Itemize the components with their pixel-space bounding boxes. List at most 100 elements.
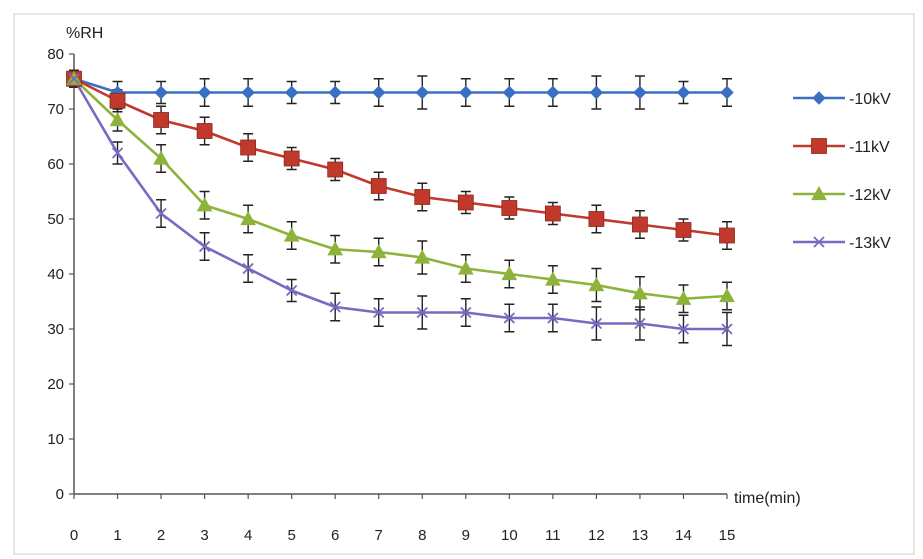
legend-marker <box>811 185 827 201</box>
data-point <box>457 194 474 211</box>
data-point <box>588 211 605 227</box>
x-tick-label: 1 <box>113 527 121 544</box>
data-point <box>634 317 646 330</box>
data-point <box>68 73 80 85</box>
data-point <box>719 287 735 303</box>
data-point <box>544 205 561 222</box>
x-tick-label: 10 <box>501 527 518 544</box>
data-point <box>677 323 690 335</box>
x-tick-label: 9 <box>462 527 470 544</box>
legend-marker <box>811 138 827 154</box>
data-point <box>197 85 212 100</box>
data-point <box>414 249 431 264</box>
legend: -10kV -11kV -12kV -13kV <box>793 91 891 252</box>
legend-label: -13kV <box>849 235 891 252</box>
data-point <box>589 85 604 100</box>
data-point <box>370 243 387 259</box>
x-axis-label: time(min) <box>734 490 801 507</box>
x-tick-label: 4 <box>244 527 252 544</box>
data-point <box>720 85 734 100</box>
data-point <box>240 139 257 156</box>
series-line-11kV <box>73 77 728 237</box>
data-point <box>415 85 429 100</box>
y-tick-label: 70 <box>47 101 64 118</box>
data-point <box>590 317 603 330</box>
data-point <box>327 241 344 256</box>
x-tick-label: 6 <box>331 527 339 544</box>
data-point <box>373 306 385 319</box>
x-tick-label: 7 <box>375 527 383 544</box>
x-tick-label: 8 <box>418 527 426 544</box>
data-point <box>286 284 298 297</box>
series-line-13kV <box>72 78 727 331</box>
x-tick-label: 15 <box>719 527 736 544</box>
data-point <box>241 85 255 100</box>
y-tick-label: 20 <box>47 376 64 393</box>
data-point <box>240 210 256 226</box>
data-point <box>196 197 213 212</box>
data-point <box>414 189 431 205</box>
legend-entry: -11kV <box>793 138 890 156</box>
x-tick-label: 12 <box>588 527 605 544</box>
data-point <box>503 312 515 324</box>
data-point <box>196 123 213 139</box>
data-point <box>545 271 561 286</box>
y-tick-label: 30 <box>47 321 64 338</box>
data-point <box>109 92 126 109</box>
data-point <box>154 85 168 100</box>
data-point <box>546 85 560 100</box>
y-tick-label: 80 <box>47 46 64 63</box>
legend-label: -12kV <box>849 187 891 204</box>
data-point <box>329 301 341 313</box>
data-point <box>459 85 473 100</box>
data-point <box>588 276 605 292</box>
x-tick-label: 2 <box>157 527 165 544</box>
data-point <box>153 150 169 165</box>
data-point <box>675 222 692 238</box>
series-lines <box>72 77 728 331</box>
y-tick-label: 50 <box>47 211 64 228</box>
x-tick-label: 0 <box>70 527 78 544</box>
series-line-10kV <box>73 77 727 94</box>
data-point <box>242 262 254 275</box>
data-point <box>457 260 474 275</box>
x-tick-label: 14 <box>675 527 692 544</box>
legend-entry: -12kV <box>793 185 891 204</box>
legend-marker <box>813 236 825 248</box>
legend-entry: -13kV <box>793 235 891 252</box>
data-point <box>632 216 648 233</box>
data-point <box>153 112 169 128</box>
x-tick-label: 11 <box>545 527 561 544</box>
data-point <box>721 323 733 335</box>
data-point <box>460 306 472 319</box>
data-point <box>111 147 124 159</box>
data-point <box>675 290 692 305</box>
x-tick-label: 13 <box>632 527 649 544</box>
data-point <box>327 161 344 178</box>
data-point <box>328 85 342 100</box>
y-tick-label: 0 <box>56 486 64 503</box>
data-point <box>633 85 647 100</box>
data-point <box>283 150 300 167</box>
data-point <box>416 306 428 319</box>
data-point <box>547 312 559 324</box>
x-tick-label: 5 <box>287 527 295 544</box>
y-axis-label: %RH <box>66 25 103 42</box>
data-point <box>502 85 517 100</box>
data-point <box>676 85 691 100</box>
legend-label: -11kV <box>849 139 890 156</box>
data-point <box>198 240 211 253</box>
y-tick-label: 10 <box>47 431 64 448</box>
legend-marker <box>812 91 826 105</box>
data-point <box>501 200 518 216</box>
legend-entry: -10kV <box>793 91 891 108</box>
data-point <box>155 207 167 220</box>
legend-label: -10kV <box>849 91 891 108</box>
data-point <box>719 227 735 244</box>
y-tick-label: 60 <box>47 156 64 173</box>
series-markers <box>66 70 735 335</box>
series-line-12kV <box>73 77 728 301</box>
data-point <box>632 285 648 300</box>
data-point <box>109 111 126 127</box>
